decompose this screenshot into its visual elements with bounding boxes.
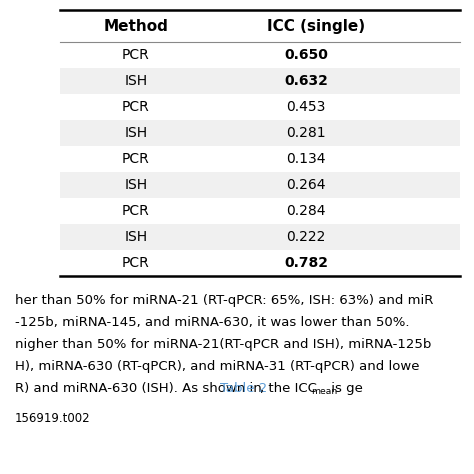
- Text: is ge: is ge: [328, 382, 363, 395]
- Text: ISH: ISH: [125, 74, 147, 88]
- Text: mean: mean: [311, 387, 337, 396]
- Text: 0.284: 0.284: [286, 204, 326, 218]
- Text: 156919.t002: 156919.t002: [15, 412, 91, 425]
- Bar: [60, 42, 460, 68]
- Bar: [60, 172, 460, 198]
- Text: 0.782: 0.782: [284, 256, 328, 270]
- Text: Table 2: Table 2: [220, 382, 267, 395]
- Bar: [60, 120, 460, 146]
- Bar: [60, 10, 460, 42]
- Text: PCR: PCR: [122, 48, 150, 62]
- Bar: [60, 146, 460, 172]
- Text: 0.264: 0.264: [286, 178, 326, 192]
- Text: 0.453: 0.453: [287, 100, 326, 114]
- Text: H), miRNA-630 (RT-qPCR), and miRNA-31 (RT-qPCR) and lowe: H), miRNA-630 (RT-qPCR), and miRNA-31 (R…: [15, 360, 419, 373]
- Text: Method: Method: [103, 18, 168, 34]
- Text: ISH: ISH: [125, 230, 147, 244]
- Text: PCR: PCR: [122, 256, 150, 270]
- Text: 0.281: 0.281: [286, 126, 326, 140]
- Text: PCR: PCR: [122, 100, 150, 114]
- Text: ISH: ISH: [125, 178, 147, 192]
- Text: 0.134: 0.134: [286, 152, 326, 166]
- Text: ISH: ISH: [125, 126, 147, 140]
- Bar: [60, 198, 460, 224]
- Text: , the ICC: , the ICC: [260, 382, 317, 395]
- Text: R) and miRNA-630 (ISH). As shown in: R) and miRNA-630 (ISH). As shown in: [15, 382, 266, 395]
- Bar: [60, 68, 460, 94]
- Text: -125b, miRNA-145, and miRNA-630, it was lower than 50%.: -125b, miRNA-145, and miRNA-630, it was …: [15, 316, 410, 329]
- Bar: [60, 224, 460, 250]
- Text: her than 50% for miRNA-21 (RT-qPCR: 65%, ISH: 63%) and miR: her than 50% for miRNA-21 (RT-qPCR: 65%,…: [15, 294, 433, 307]
- Text: 0.650: 0.650: [284, 48, 328, 62]
- Text: PCR: PCR: [122, 152, 150, 166]
- Text: PCR: PCR: [122, 204, 150, 218]
- Text: ICC (single): ICC (single): [267, 18, 365, 34]
- Text: nigher than 50% for miRNA-21(RT-qPCR and ISH), miRNA-125b: nigher than 50% for miRNA-21(RT-qPCR and…: [15, 338, 431, 351]
- Bar: [60, 250, 460, 276]
- Text: 0.632: 0.632: [284, 74, 328, 88]
- Text: 0.222: 0.222: [287, 230, 326, 244]
- Bar: [60, 94, 460, 120]
